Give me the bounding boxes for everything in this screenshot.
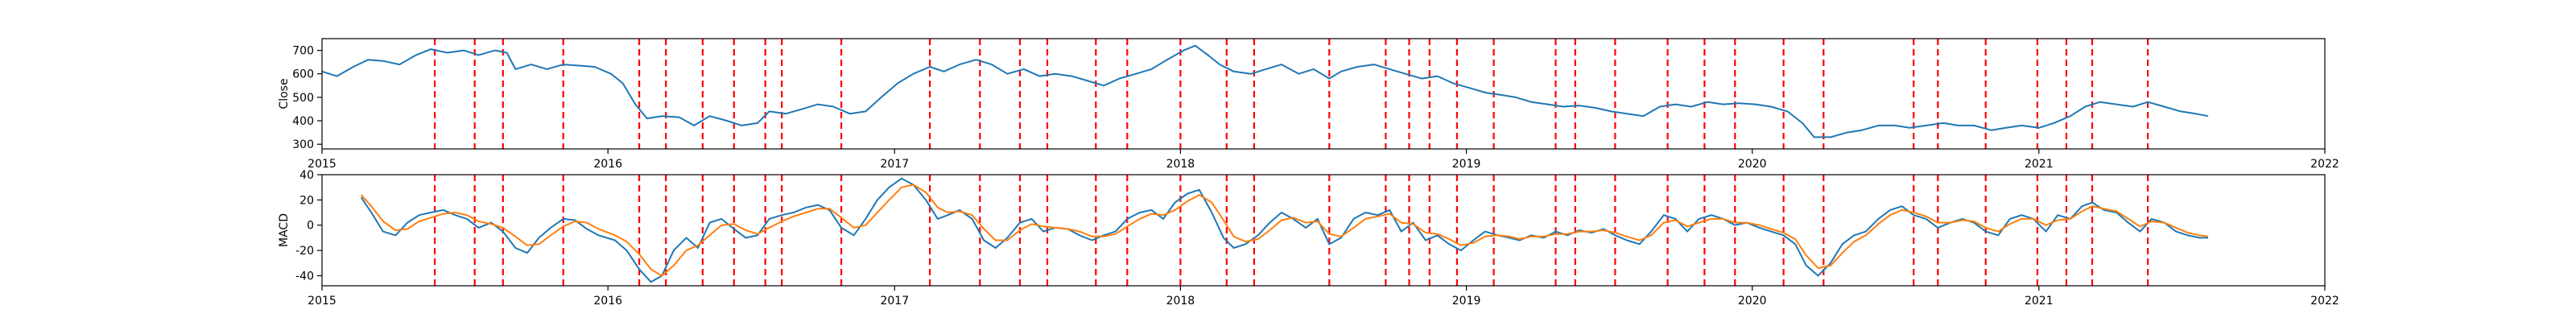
macd-panel: -40 -20 0 20 40 2015 2016 2017 2018 2019 2020 2021 2…	[278, 169, 2339, 308]
x-tick-label: 2018	[1166, 158, 1195, 171]
x-tick-label: 2022	[2310, 158, 2339, 171]
y-axis-label: MACD	[278, 213, 291, 247]
y-tick-label: 20	[299, 194, 314, 207]
x-tick-label: 2016	[593, 295, 622, 308]
x-tick-label: 2017	[880, 158, 909, 171]
x-tick-label: 2015	[308, 158, 336, 171]
x-tick-label: 2021	[2025, 158, 2054, 171]
y-tick-label: 40	[299, 169, 314, 182]
x-tick-label: 2019	[1452, 158, 1481, 171]
axes-frame	[321, 38, 2326, 150]
x-tick-label: 2020	[1738, 295, 1767, 308]
y-tick-label: 500	[292, 92, 314, 105]
y-tick-label: 300	[292, 138, 314, 151]
y-axis-label: Close	[278, 78, 291, 109]
series-line-1	[360, 177, 2208, 283]
x-tick-label: 2018	[1166, 295, 1195, 308]
plot-area	[360, 175, 2209, 286]
axes-frame	[321, 174, 2326, 287]
y-tick-label: 0	[307, 220, 314, 233]
y-tick-label: 400	[292, 115, 314, 128]
x-tick-label: 2021	[2025, 295, 2054, 308]
x-tick-label: 2019	[1452, 295, 1481, 308]
x-tick-label: 2016	[593, 158, 622, 171]
x-tick-label: 2020	[1738, 158, 1767, 171]
y-tick-label: -40	[295, 270, 314, 283]
series-line-1	[322, 44, 2209, 138]
y-tick-label: -20	[295, 245, 314, 258]
x-tick-label: 2017	[880, 295, 909, 308]
close-price-panel: 300 400 500 600 700 2015 2016 2017 2018 2019 2020 2…	[278, 38, 2339, 171]
x-tick-label: 2015	[308, 295, 336, 308]
series-line-2	[360, 184, 2209, 277]
x-tick-label: 2022	[2310, 295, 2339, 308]
y-tick-label: 600	[292, 68, 314, 81]
plot-area	[322, 39, 2209, 149]
y-tick-label: 700	[292, 45, 314, 58]
